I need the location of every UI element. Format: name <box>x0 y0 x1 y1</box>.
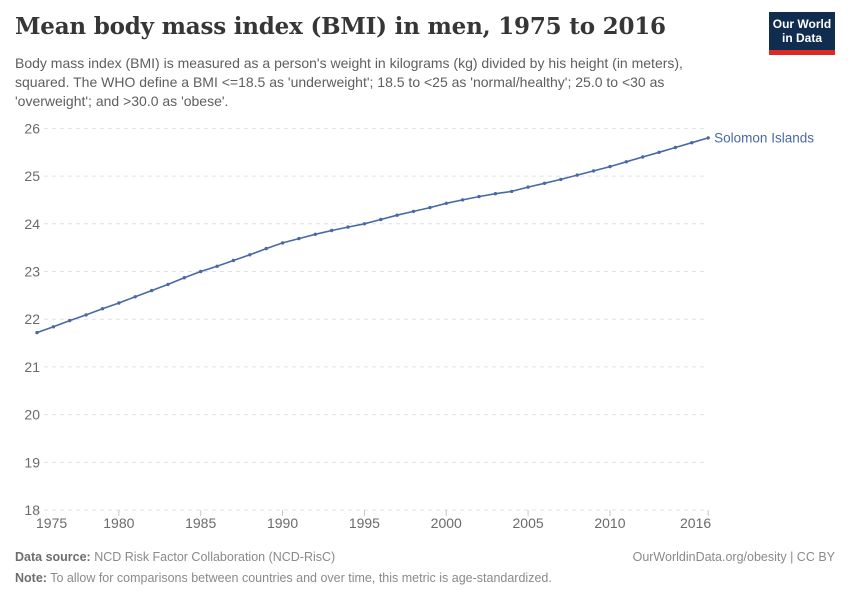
data-point[interactable] <box>657 150 661 154</box>
data-point[interactable] <box>379 217 383 222</box>
data-point[interactable] <box>526 185 530 189</box>
y-tick-label: 21 <box>24 359 40 375</box>
data-point[interactable] <box>215 264 219 268</box>
owid-logo: Our World in Data <box>769 12 835 55</box>
data-point[interactable] <box>493 192 498 196</box>
data-point[interactable] <box>608 164 612 169</box>
data-point[interactable] <box>575 173 579 177</box>
data-point[interactable] <box>428 205 432 210</box>
data-point[interactable] <box>362 222 367 226</box>
data-point[interactable] <box>624 160 628 164</box>
data-point[interactable] <box>166 282 170 287</box>
data-source-text: NCD Risk Factor Collaboration (NCD-RisC) <box>90 550 336 564</box>
data-point[interactable] <box>149 288 154 293</box>
data-point[interactable] <box>313 232 317 236</box>
entity-label[interactable]: Solomon Islands <box>714 130 814 145</box>
data-point[interactable] <box>35 330 39 335</box>
note-label: Note: <box>15 571 47 585</box>
x-tick-label: 1985 <box>185 515 216 531</box>
data-point[interactable] <box>411 209 416 214</box>
y-tick-label: 26 <box>24 120 40 136</box>
data-point[interactable] <box>51 325 56 329</box>
note-text: To allow for comparisons between countri… <box>46 571 552 585</box>
y-tick-label: 22 <box>24 311 40 327</box>
y-tick-label: 20 <box>24 407 40 423</box>
data-point[interactable] <box>297 236 301 241</box>
logo-text-line-2: in Data <box>781 31 822 45</box>
bmi-line[interactable] <box>36 137 709 334</box>
data-point[interactable] <box>330 228 334 233</box>
data-point[interactable] <box>460 198 465 202</box>
x-tick-label: 1990 <box>267 515 298 531</box>
x-tick-label: 2005 <box>513 515 544 531</box>
x-tick-label: 1995 <box>349 515 380 531</box>
y-tick-label: 24 <box>24 216 40 232</box>
chart-title: Mean body mass index (BMI) in men, 1975 … <box>15 13 666 40</box>
y-tick-label: 18 <box>24 502 40 518</box>
x-tick-label: 2016 <box>680 515 711 531</box>
data-point[interactable] <box>591 169 596 173</box>
data-point[interactable] <box>68 318 72 323</box>
footer-row-note: Note: To allow for comparisons between c… <box>15 568 835 589</box>
data-point[interactable] <box>641 155 645 159</box>
data-point[interactable] <box>542 181 547 185</box>
y-tick-label: 25 <box>24 168 40 184</box>
data-source: Data source: NCD Risk Factor Collaborati… <box>15 547 335 568</box>
data-source-label: Data source: <box>15 550 91 564</box>
data-point[interactable] <box>280 241 285 245</box>
note: Note: To allow for comparisons between c… <box>15 568 552 589</box>
data-point[interactable] <box>395 213 399 217</box>
x-tick-label: 1975 <box>36 515 67 531</box>
data-point[interactable] <box>248 253 252 257</box>
chart-footer: Data source: NCD Risk Factor Collaborati… <box>15 547 835 589</box>
data-point[interactable] <box>100 307 105 311</box>
data-point[interactable] <box>444 201 448 205</box>
subtitle-line-2: squared. The WHO define a BMI <=18.5 as … <box>15 74 665 90</box>
logo-red-bar <box>769 50 835 55</box>
data-point[interactable] <box>199 269 203 274</box>
data-point[interactable] <box>690 141 694 145</box>
data-point[interactable] <box>510 189 514 194</box>
data-point[interactable] <box>559 177 563 182</box>
logo-box: Our World in Data <box>769 12 835 50</box>
data-point[interactable] <box>182 276 186 280</box>
chart-subtitle: Body mass index (BMI) is measured as a p… <box>15 54 683 111</box>
subtitle-line-1: Body mass index (BMI) is measured as a p… <box>15 55 683 71</box>
y-tick-label: 19 <box>24 454 40 470</box>
data-point[interactable] <box>231 258 236 263</box>
data-point[interactable] <box>477 194 481 199</box>
data-point[interactable] <box>673 145 678 150</box>
data-point[interactable] <box>84 313 88 317</box>
x-tick-label: 2010 <box>594 515 625 531</box>
data-point[interactable] <box>117 301 121 305</box>
logo-text-line-1: Our World <box>772 17 832 31</box>
data-point[interactable] <box>133 295 137 299</box>
credit-link[interactable]: OurWorldinData.org/obesity | CC BY <box>632 550 835 564</box>
data-point[interactable] <box>264 246 268 251</box>
y-tick-label: 23 <box>24 264 40 280</box>
data-point[interactable] <box>346 225 350 229</box>
footer-row-source: Data source: NCD Risk Factor Collaborati… <box>15 547 835 568</box>
data-point[interactable] <box>706 136 710 140</box>
x-tick-label: 2000 <box>431 515 462 531</box>
subtitle-line-3: 'overweight'; and >30.0 as 'obese'. <box>15 93 229 109</box>
x-tick-label: 1980 <box>103 515 134 531</box>
